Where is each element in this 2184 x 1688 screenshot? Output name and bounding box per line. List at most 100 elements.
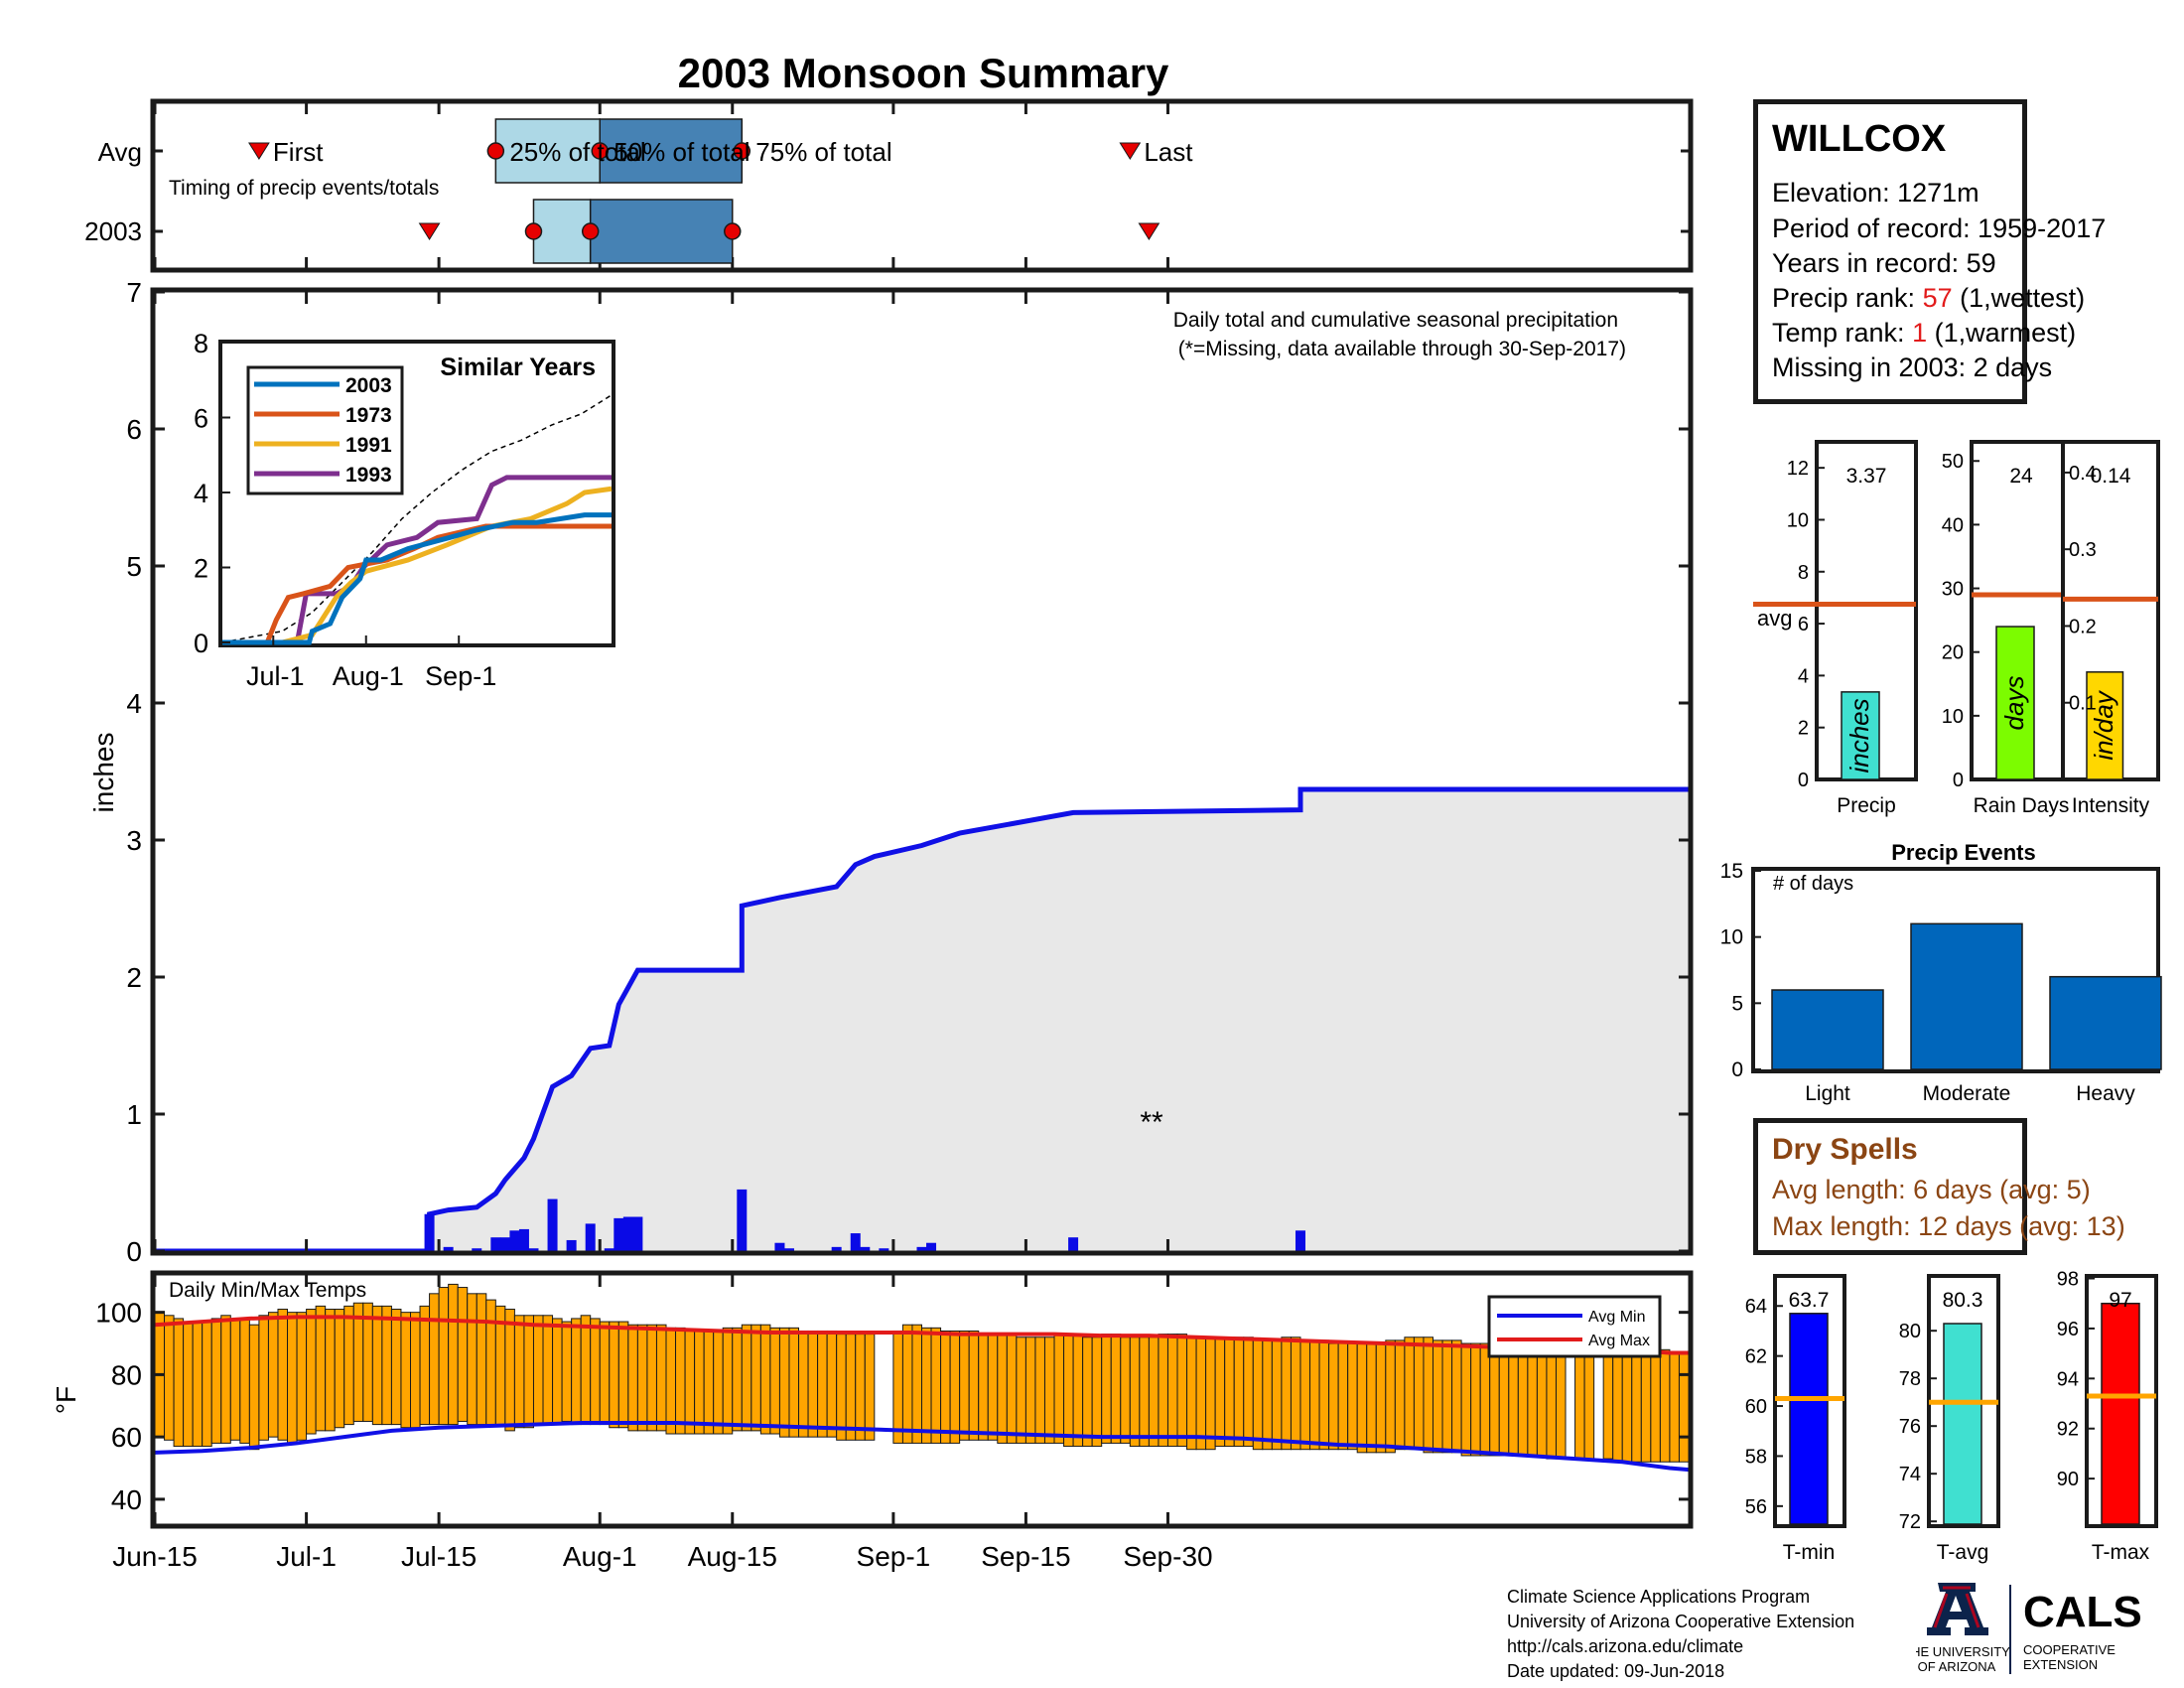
daily-temp-bar bbox=[1659, 1348, 1671, 1463]
daily-precip-bar bbox=[490, 1237, 501, 1251]
inset-ytick-label: 2 bbox=[194, 554, 208, 584]
event-category: Heavy bbox=[2076, 1082, 2135, 1105]
daily-temp-bar bbox=[173, 1318, 185, 1448]
station-info-box: WILLCOX Elevation: 1271m Period of recor… bbox=[1753, 99, 2106, 404]
daily-temp-bar bbox=[1214, 1336, 1226, 1448]
daily-temp-bar bbox=[1650, 1348, 1661, 1463]
current-cumulative-line bbox=[155, 786, 1689, 1254]
event-bar bbox=[1910, 922, 2023, 1070]
x-tick-label: Aug-1 bbox=[563, 1541, 637, 1572]
precip-rank-suffix: (1,wettest) bbox=[1952, 283, 2086, 313]
daily-temp-bar bbox=[655, 1324, 667, 1432]
event-triangle bbox=[1119, 142, 1142, 160]
daily-temp-bar bbox=[627, 1324, 638, 1432]
temp-summary-ytick-label: 64 bbox=[1745, 1296, 1767, 1318]
daily-temp-bar bbox=[751, 1324, 761, 1432]
inset-series-line bbox=[222, 523, 612, 645]
ua-line-1: THE UNIVERSITY bbox=[1916, 1644, 2010, 1659]
daily-temp-bar bbox=[362, 1302, 373, 1422]
chart-title: 2003 Monsoon Summary bbox=[678, 50, 1169, 96]
daily-temp-bar bbox=[1101, 1334, 1112, 1444]
daily-precip-bar bbox=[622, 1216, 633, 1251]
daily-temp-bar bbox=[798, 1330, 809, 1438]
summary-ytick-label: 0 bbox=[1953, 770, 1964, 791]
inset-ytick-label: 4 bbox=[194, 479, 208, 508]
daily-precip-bar bbox=[499, 1237, 510, 1251]
temp-summary-value: 63.7 bbox=[1789, 1289, 1830, 1312]
summary-ytick-label: 0.1 bbox=[2069, 693, 2097, 715]
daily-temp-bar bbox=[1281, 1336, 1292, 1451]
coop-line-2: EXTENSION bbox=[2023, 1657, 2098, 1672]
summary-bar bbox=[1995, 626, 2035, 780]
daily-precip-bar bbox=[850, 1233, 861, 1251]
daily-temp-bar bbox=[836, 1334, 847, 1441]
daily-temp-bar bbox=[1612, 1348, 1623, 1463]
inset-series-line bbox=[222, 512, 612, 645]
precip-events-panel: Precip Events # of days Light Moderate Hea… bbox=[1720, 840, 2162, 1105]
timing-annotation: Timing of precip events/totals bbox=[169, 177, 439, 200]
station-missing: Missing in 2003: 2 days bbox=[1772, 352, 2053, 382]
dry-spells-title: Dry Spells bbox=[1772, 1133, 1918, 1166]
summary-ytick-label: 10 bbox=[1942, 706, 1964, 728]
daily-temp-bar bbox=[267, 1312, 279, 1438]
label-25: 25% of total bbox=[509, 137, 645, 167]
daily-temp-bar bbox=[315, 1305, 327, 1432]
event-bar bbox=[2049, 975, 2162, 1070]
daily-temp-bar bbox=[580, 1315, 592, 1426]
daily-temp-bar bbox=[1148, 1336, 1160, 1448]
daily-temp-bar bbox=[1129, 1336, 1141, 1448]
event-ytick-label: 5 bbox=[1731, 992, 1743, 1015]
daily-temp-bar bbox=[164, 1315, 175, 1441]
station-period: Period of record: 1959-2017 bbox=[1772, 213, 2107, 243]
dry-spells-max: Max length: 12 days (avg: 13) bbox=[1772, 1211, 2125, 1241]
daily-temp-bar bbox=[1602, 1348, 1614, 1460]
avg-max-line bbox=[154, 1315, 1689, 1355]
daily-temp-bar bbox=[229, 1318, 241, 1441]
daily-temp-bar bbox=[1243, 1336, 1254, 1448]
summary-value: 3.37 bbox=[1846, 465, 1887, 488]
daily-temp-bar bbox=[457, 1287, 469, 1422]
daily-precip-bar bbox=[774, 1242, 785, 1251]
daily-temp-bar bbox=[1555, 1345, 1567, 1460]
daily-temp-bar bbox=[930, 1327, 942, 1444]
daily-temp-bar bbox=[636, 1324, 648, 1432]
daily-temp-bar bbox=[1366, 1342, 1377, 1454]
station-elevation: Elevation: 1271m bbox=[1772, 178, 1979, 208]
temp-summary-bar bbox=[1789, 1313, 1829, 1525]
daily-temp-bar bbox=[675, 1327, 686, 1435]
temp-ytick-label: 60 bbox=[111, 1422, 142, 1453]
event-category: Moderate bbox=[1923, 1082, 2011, 1105]
cals-logo: CALS COOPERATIVE EXTENSION bbox=[2023, 1588, 2142, 1672]
temp-summary-ytick-label: 74 bbox=[1899, 1464, 1921, 1485]
daily-temp-bar bbox=[296, 1312, 308, 1441]
inset-title: Similar Years bbox=[440, 353, 596, 381]
daily-temp-bar bbox=[467, 1293, 478, 1426]
inset-ytick-label: 6 bbox=[194, 404, 208, 434]
legend-avg-max: Avg Max bbox=[1588, 1333, 1650, 1349]
daily-temp-bar bbox=[987, 1334, 999, 1441]
daily-temp-bar bbox=[665, 1327, 677, 1435]
label-50: 50% of total bbox=[614, 137, 750, 167]
daily-temp-bar bbox=[571, 1318, 582, 1426]
daily-temp-bar bbox=[239, 1318, 250, 1444]
temp-ytick-label: 80 bbox=[111, 1359, 142, 1390]
daily-temp-bar bbox=[741, 1324, 752, 1432]
inset-xtick-label: Sep-1 bbox=[425, 661, 496, 691]
timing-panel: Avg 2003 Timing of precip events/totals … bbox=[84, 98, 1694, 273]
temp-summary-category: T-max bbox=[2092, 1541, 2150, 1564]
daily-temp-bar bbox=[1166, 1334, 1178, 1448]
daily-temp-bar bbox=[1034, 1336, 1045, 1444]
current-cumulative-area bbox=[155, 788, 1689, 1251]
daily-temp-bar bbox=[788, 1327, 800, 1438]
x-tick-label: Jul-1 bbox=[276, 1541, 337, 1572]
daily-temp-bar bbox=[599, 1321, 611, 1426]
daily-temp-bar bbox=[220, 1315, 231, 1444]
ua-line-2: OF ARIZONA bbox=[1918, 1659, 1996, 1674]
daily-temp-bar bbox=[759, 1324, 771, 1435]
daily-temp-bar bbox=[1678, 1351, 1690, 1463]
daily-temp-bar bbox=[609, 1321, 619, 1429]
daily-temp-bar bbox=[1621, 1348, 1633, 1463]
daily-temp-bar bbox=[532, 1315, 544, 1426]
summary-ytick-label: 8 bbox=[1798, 562, 1809, 584]
